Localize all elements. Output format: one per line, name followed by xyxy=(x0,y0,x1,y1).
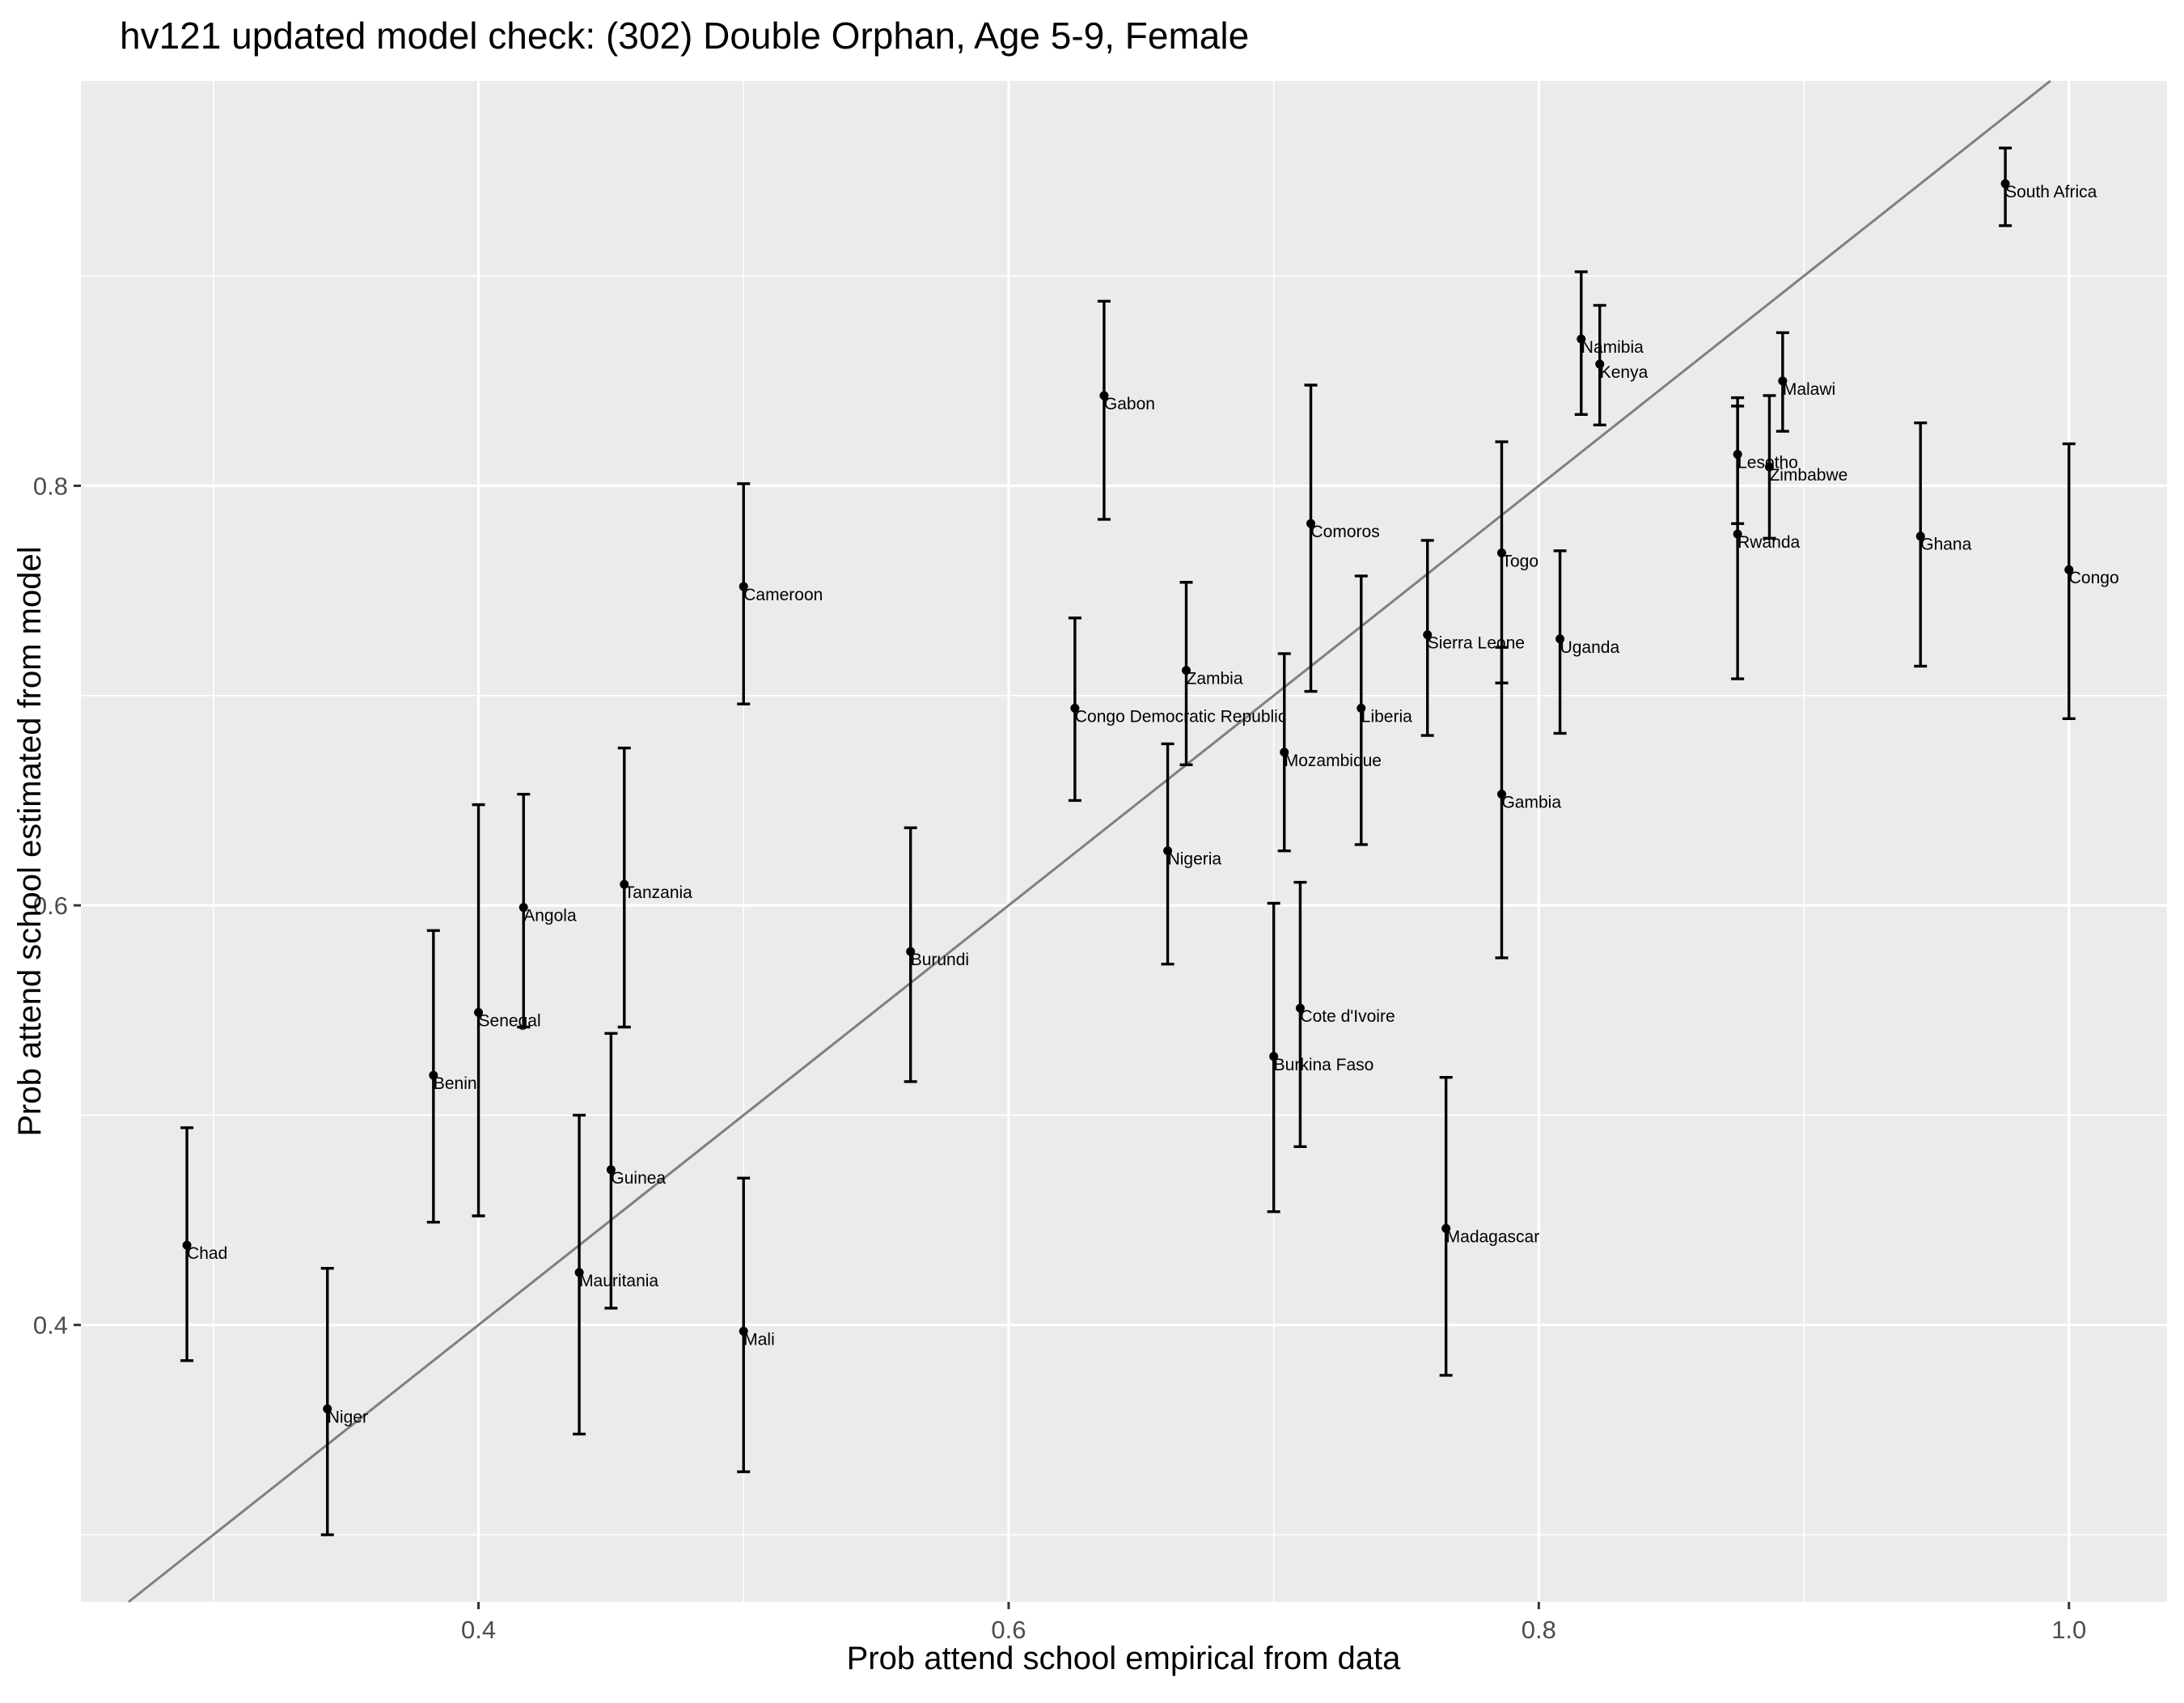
point-label: Madagascar xyxy=(1446,1227,1540,1246)
data-point xyxy=(1269,1052,1279,1061)
reference-line xyxy=(128,79,2051,1603)
point-label: Cote d'Ivoire xyxy=(1300,1007,1395,1026)
data-point xyxy=(1441,1223,1451,1233)
y-tick-label: 0.6 xyxy=(33,892,68,920)
point-label: Rwanda xyxy=(1737,533,1800,552)
point-label: Mauritania xyxy=(579,1272,658,1290)
y-tick-label: 0.4 xyxy=(33,1311,68,1340)
point-label: Benin xyxy=(434,1074,477,1093)
data-point xyxy=(739,1326,748,1336)
data-point xyxy=(1306,519,1316,528)
point-label: Uganda xyxy=(1560,638,1620,657)
data-point xyxy=(1070,703,1080,713)
point-label: South Africa xyxy=(2005,183,2097,201)
data-point xyxy=(1182,666,1191,676)
data-point xyxy=(1778,376,1788,386)
data-point xyxy=(1280,748,1289,757)
point-label: Mozambique xyxy=(1285,752,1382,770)
point-label: Mali xyxy=(743,1330,775,1349)
point-label: Niger xyxy=(328,1408,368,1426)
point-label: Ghana xyxy=(1920,536,1971,554)
x-tick-label: 0.6 xyxy=(991,1616,1026,1644)
data-point xyxy=(1163,846,1173,856)
data-point xyxy=(474,1007,484,1017)
data-point xyxy=(429,1070,438,1080)
point-label: Zambia xyxy=(1187,670,1243,688)
point-label: Chad xyxy=(187,1244,227,1263)
x-axis-title: Prob attend school empirical from data xyxy=(847,1641,1402,1676)
reference-line-group xyxy=(128,79,2051,1603)
point-label: Burkina Faso xyxy=(1274,1056,1374,1074)
data-point xyxy=(574,1268,584,1277)
data-point xyxy=(323,1404,332,1413)
data-point xyxy=(2000,179,2010,189)
point-label: Nigeria xyxy=(1168,850,1222,869)
data-point xyxy=(1577,334,1586,344)
point-label: Cameroon xyxy=(743,586,823,604)
data-point xyxy=(1595,359,1605,369)
point-labels: Chad Niger Benin Senegal Angola Mauritania Gui… xyxy=(187,183,2119,1426)
x-tick-label: 1.0 xyxy=(2051,1616,2086,1644)
data-point xyxy=(1764,462,1774,472)
data-point xyxy=(1496,548,1506,557)
minor-gridlines xyxy=(81,81,2167,1602)
point-label: Congo xyxy=(2069,569,2119,587)
point-label: Congo Democratic Republic xyxy=(1075,707,1286,726)
data-point xyxy=(1357,703,1366,713)
data-point xyxy=(1915,532,1925,541)
plot-panel xyxy=(81,81,2167,1602)
y-axis-ticks: 0.4 0.6 0.8 xyxy=(33,472,81,1340)
data-point xyxy=(2064,565,2074,574)
point-label: Tanzania xyxy=(624,883,692,902)
point-label: Zimbabwe xyxy=(1769,466,1848,485)
x-axis-ticks: 0.4 0.6 0.8 1.0 xyxy=(461,1602,2086,1644)
data-point xyxy=(182,1240,192,1250)
data-points xyxy=(182,179,2074,1413)
y-tick-label: 0.8 xyxy=(33,472,68,500)
error-bars xyxy=(180,146,2076,1536)
point-label: Namibia xyxy=(1581,338,1644,357)
data-point xyxy=(1423,630,1433,640)
point-label: Liberia xyxy=(1361,707,1412,726)
point-label: Sierra Leone xyxy=(1428,634,1525,653)
major-gridlines xyxy=(81,81,2167,1602)
point-label: Guinea xyxy=(611,1169,666,1188)
point-label: Togo xyxy=(1501,552,1539,570)
chart-title: hv121 updated model check: (302) Double … xyxy=(120,15,1249,57)
point-label: Comoros xyxy=(1311,523,1380,541)
point-label: Kenya xyxy=(1600,363,1649,382)
data-point xyxy=(1295,1003,1305,1013)
point-label: Senegal xyxy=(479,1011,541,1030)
data-point xyxy=(620,879,629,889)
point-label: Gabon xyxy=(1104,395,1155,413)
data-point xyxy=(606,1165,616,1175)
data-point xyxy=(1733,529,1742,539)
data-point xyxy=(906,947,916,956)
x-tick-label: 0.4 xyxy=(461,1616,496,1644)
point-label: Burundi xyxy=(911,951,969,969)
point-label: Lesotho xyxy=(1737,454,1798,472)
point-label: Angola xyxy=(523,907,577,926)
data-point xyxy=(1099,391,1109,400)
data-point xyxy=(1555,634,1565,644)
data-point xyxy=(1733,450,1742,460)
data-point xyxy=(739,582,748,591)
data-point xyxy=(1496,790,1506,799)
data-point xyxy=(518,903,528,913)
x-tick-label: 0.8 xyxy=(1522,1616,1556,1644)
y-axis-title: Prob attend school estimated from model xyxy=(12,546,48,1136)
point-label: Malawi xyxy=(1783,380,1835,399)
point-label: Gambia xyxy=(1501,794,1561,812)
